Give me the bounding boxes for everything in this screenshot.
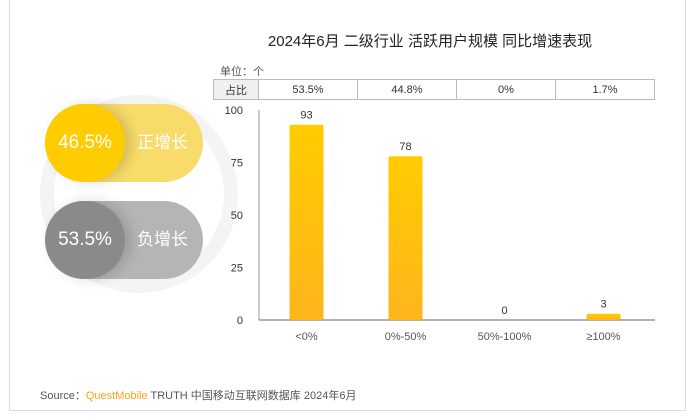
positive-growth-pill: 46.5% 正增长 [45,104,203,182]
source-brand: QuestMobile [85,390,148,402]
y-tick-label: 75 [231,158,243,170]
negative-growth-value: 53.5% [45,201,125,279]
chart-frame [9,0,686,411]
positive-growth-label: 正增长 [137,133,188,152]
data-label: 78 [399,141,411,153]
negative-growth-label: 负增长 [137,230,188,249]
y-tick-label: 100 [225,105,243,117]
share-cell: 53.5% [258,79,358,100]
bar [388,156,423,320]
data-label: 3 [600,299,606,311]
source-prefix: Source： [40,390,86,402]
x-tick-label: 0%-50% [385,331,427,343]
source-note: Source：QuestMobile TRUTH 中国移动互联网数据库 2024… [40,387,356,403]
share-cell: 1.7% [555,79,655,100]
bar [289,124,324,320]
share-header: 占比 [213,79,259,100]
share-cell: 44.8% [357,79,457,100]
x-tick-label: <0% [295,331,318,343]
positive-growth-value: 46.5% [45,104,125,182]
share-table: 占比 53.5% 44.8% 0% 1.7% [213,79,655,100]
source-text: TRUTH 中国移动互联网数据库 2024年6月 [147,390,357,402]
chart-title: 2024年6月 二级行业 活跃用户规模 同比增速表现 [267,33,593,50]
data-label: 0 [501,305,507,317]
x-tick-label: 50%-100% [478,331,532,343]
y-tick-label: 50 [231,210,243,222]
bar [586,313,621,320]
y-tick-label: 25 [231,263,243,275]
share-cell: 0% [456,79,556,100]
unit-label: 单位：个 [220,66,264,78]
y-tick-label: 0 [237,315,243,327]
data-label: 93 [300,110,312,122]
x-tick-label: ≥100% [586,331,620,343]
negative-growth-pill: 53.5% 负增长 [45,201,203,279]
